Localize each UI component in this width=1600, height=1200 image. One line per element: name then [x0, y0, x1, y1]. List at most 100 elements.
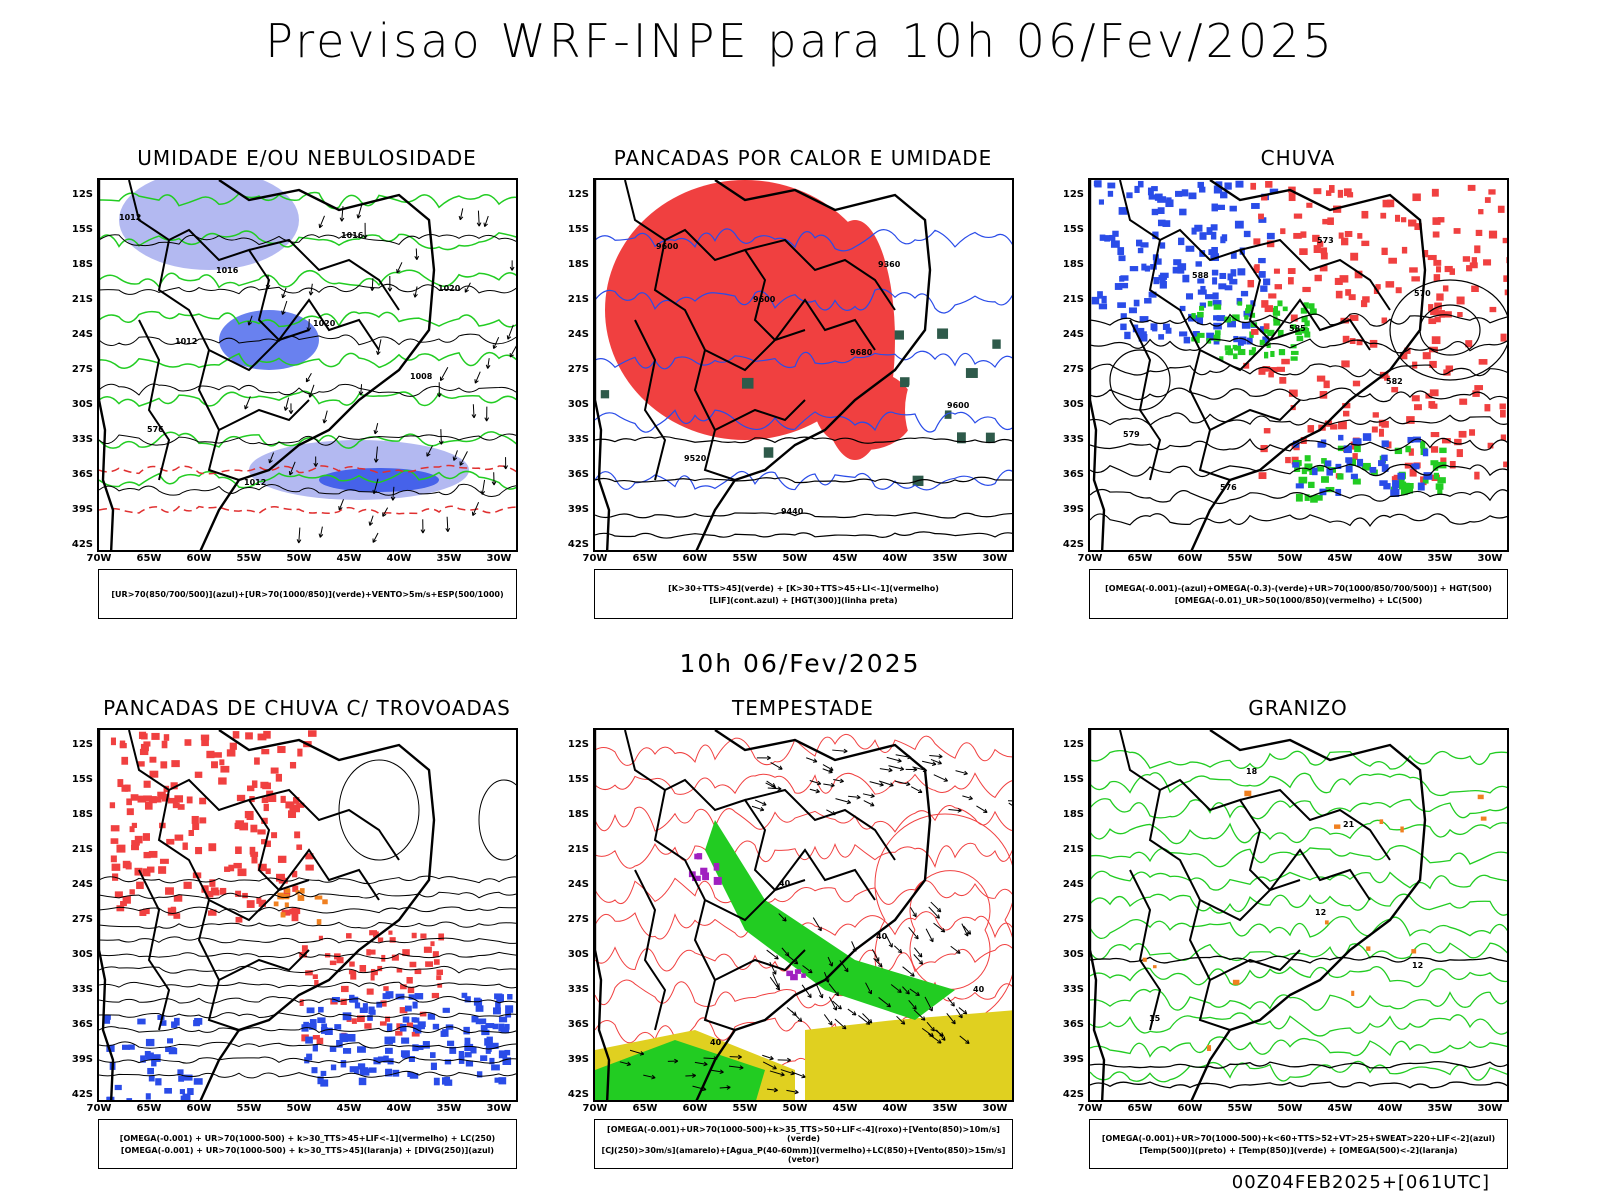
omega-strong-area — [1266, 342, 1271, 348]
storm-area-red — [268, 794, 277, 803]
omega-weak-area — [1110, 240, 1120, 248]
divergence-area — [157, 1014, 165, 1020]
longitude-label: 45W — [1327, 553, 1353, 564]
storm-area-red — [149, 756, 157, 763]
wind-vector — [288, 403, 294, 415]
rain-area-red — [1401, 246, 1408, 254]
storm-area-red — [143, 795, 152, 802]
wind-vector — [902, 966, 915, 977]
state-border — [774, 298, 876, 351]
storm-area-red — [263, 730, 271, 739]
storm-area-red — [251, 855, 258, 864]
storm-area-red — [291, 870, 298, 878]
latitude-label: 30S — [71, 399, 93, 410]
divergence-area — [389, 1036, 396, 1043]
rain-area-red — [1281, 358, 1290, 365]
wind-vector — [426, 445, 433, 457]
legend-line: [CJ(250)>30m/s](amarelo)+[Agua_P(40-60mm… — [601, 1145, 1006, 1164]
wind-vector — [878, 780, 894, 787]
omega-weak-area — [1292, 462, 1300, 468]
rain-area-red — [1437, 217, 1445, 223]
omega-strong-area — [1272, 310, 1281, 316]
storm-area-red — [432, 951, 439, 958]
storm-area-red — [348, 970, 357, 975]
rain-area-red — [1385, 281, 1395, 288]
humidity-lower-contour — [99, 431, 516, 449]
thickness-contour — [99, 464, 516, 475]
storm-area-red — [146, 866, 155, 873]
omega-weak-area — [1229, 205, 1237, 212]
longitude-label: 70W — [1077, 1103, 1103, 1114]
rain-area-red — [1325, 190, 1332, 196]
omega-weak-area — [1397, 472, 1406, 480]
omega-weak-area — [1152, 326, 1158, 332]
storm-area-red — [208, 843, 217, 852]
legend-line: [OMEGA(-0.001) + UR>70(1000-500) + k>30_… — [120, 1145, 495, 1155]
rain-area-red — [1422, 352, 1431, 360]
divergence-area — [384, 1036, 393, 1045]
divergence-area — [347, 1034, 356, 1042]
divergence-area — [507, 994, 513, 1000]
divergence-area — [412, 1044, 419, 1052]
omega-weak-area — [1206, 227, 1213, 235]
divergence-area — [114, 1084, 122, 1091]
omega-strong-area — [1234, 345, 1242, 351]
rain-area-red — [1349, 338, 1356, 344]
omega-weak-area — [1269, 188, 1279, 194]
divergence-area — [320, 1070, 327, 1076]
omega-weak-area — [1137, 180, 1144, 188]
map-panel-5: 40 40 40 40 — [593, 728, 1014, 1102]
rain-area-red — [1386, 199, 1395, 208]
omega-weak-area — [1343, 445, 1352, 454]
rain-area-red — [1400, 217, 1407, 223]
storm-area-red — [420, 933, 427, 939]
divergence-area — [463, 1026, 470, 1035]
omega-weak-area — [1295, 483, 1304, 489]
rain-area-red — [1409, 267, 1418, 273]
divergence-area — [471, 1015, 479, 1023]
divergence-area — [402, 1016, 410, 1023]
storm-area-red — [433, 959, 440, 965]
divergence-area — [342, 1012, 352, 1021]
storm-area-red — [246, 900, 255, 908]
rain-area-red — [1500, 409, 1506, 418]
storm-area-red — [423, 946, 432, 953]
wind-vector — [936, 1029, 946, 1041]
wind-vector — [1008, 802, 1012, 806]
jet-stream-area — [805, 1010, 1012, 1100]
state-border — [1269, 298, 1371, 351]
wind-vector — [445, 516, 451, 533]
omega-strong-area — [1251, 347, 1257, 352]
rain-area-red — [1436, 266, 1442, 273]
rain-area-red — [1487, 442, 1494, 449]
legend-line: [OMEGA(-0.001)+UR>70(1000-500)+k>35_TTS>… — [607, 1124, 1000, 1143]
wind-vector — [822, 764, 834, 771]
state-border — [714, 949, 806, 981]
storm-area-red — [383, 986, 389, 991]
rain-area-red — [1439, 310, 1445, 318]
divergence-area — [359, 1007, 368, 1013]
omega-strong-area — [1304, 455, 1311, 462]
temperature-850-contour — [1090, 1060, 1507, 1083]
omega-strong-area — [1404, 486, 1414, 494]
contour-label: 1020 — [313, 319, 336, 328]
latitude-label: 24S — [71, 329, 93, 340]
omega-weak-area — [1326, 468, 1333, 476]
omega-weak-area — [1218, 283, 1227, 290]
storm-area-red — [280, 795, 286, 803]
streamline — [99, 891, 516, 900]
omega-strong-area — [1303, 326, 1308, 333]
wind-vector — [848, 794, 861, 800]
wind-vector — [835, 798, 852, 805]
storm-area-red — [186, 796, 193, 804]
map-canvas: 588 585 582 579 576 573 570 — [1090, 180, 1507, 550]
rain-area-red — [1466, 265, 1473, 272]
wind-vector — [414, 248, 420, 260]
omega-weak-area — [1152, 231, 1159, 240]
wind-vector — [893, 945, 903, 954]
rain-area-red — [1453, 228, 1461, 234]
wind-vector — [459, 451, 468, 466]
divergence-area — [369, 1067, 377, 1073]
wind-vector — [318, 215, 325, 229]
wind-vector — [959, 1035, 970, 1045]
